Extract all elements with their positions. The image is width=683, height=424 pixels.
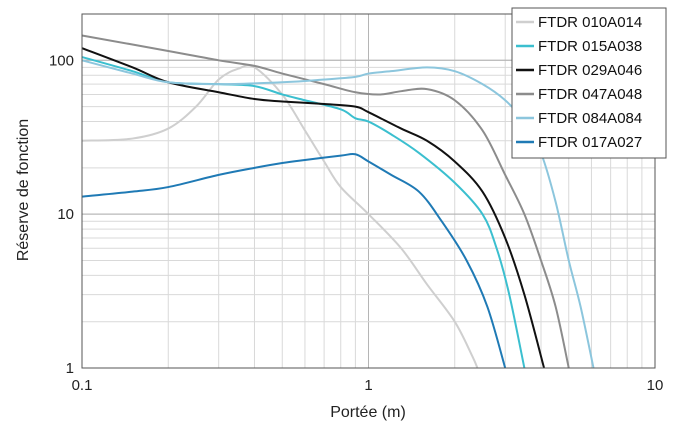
plot-frame (81, 13, 656, 369)
legend-label: FTDR 084A084 (538, 110, 642, 127)
legend: FTDR 010A014 FTDR 015A038 FTDR 029A046 FTDR… (511, 7, 667, 159)
legend-box (511, 7, 667, 159)
legend-label: FTDR 010A014 (538, 14, 642, 31)
legend-label: FTDR 047A048 (538, 86, 642, 103)
y-tick-label: 10 (57, 206, 74, 223)
series-lines (81, 34, 595, 369)
series-line-4 (81, 34, 570, 369)
series-line-6 (81, 152, 507, 369)
x-tick-label: 10 (647, 377, 664, 394)
x-axis-title: Portée (m) (330, 404, 406, 421)
y-tick-label: 1 (66, 360, 74, 377)
x-tick-label: 1 (364, 377, 372, 394)
legend-label: FTDR 017A027 (538, 134, 642, 151)
legend-label: FTDR 029A046 (538, 62, 642, 79)
y-tick-label: 100 (49, 52, 74, 69)
legend-label: FTDR 015A038 (538, 38, 642, 55)
x-tick-label: 0.1 (72, 377, 93, 394)
series-line-5 (81, 59, 595, 369)
y-axis-title: Réserve de fonction (15, 119, 32, 261)
series-line-3 (81, 47, 546, 369)
series-line-1 (81, 64, 479, 369)
